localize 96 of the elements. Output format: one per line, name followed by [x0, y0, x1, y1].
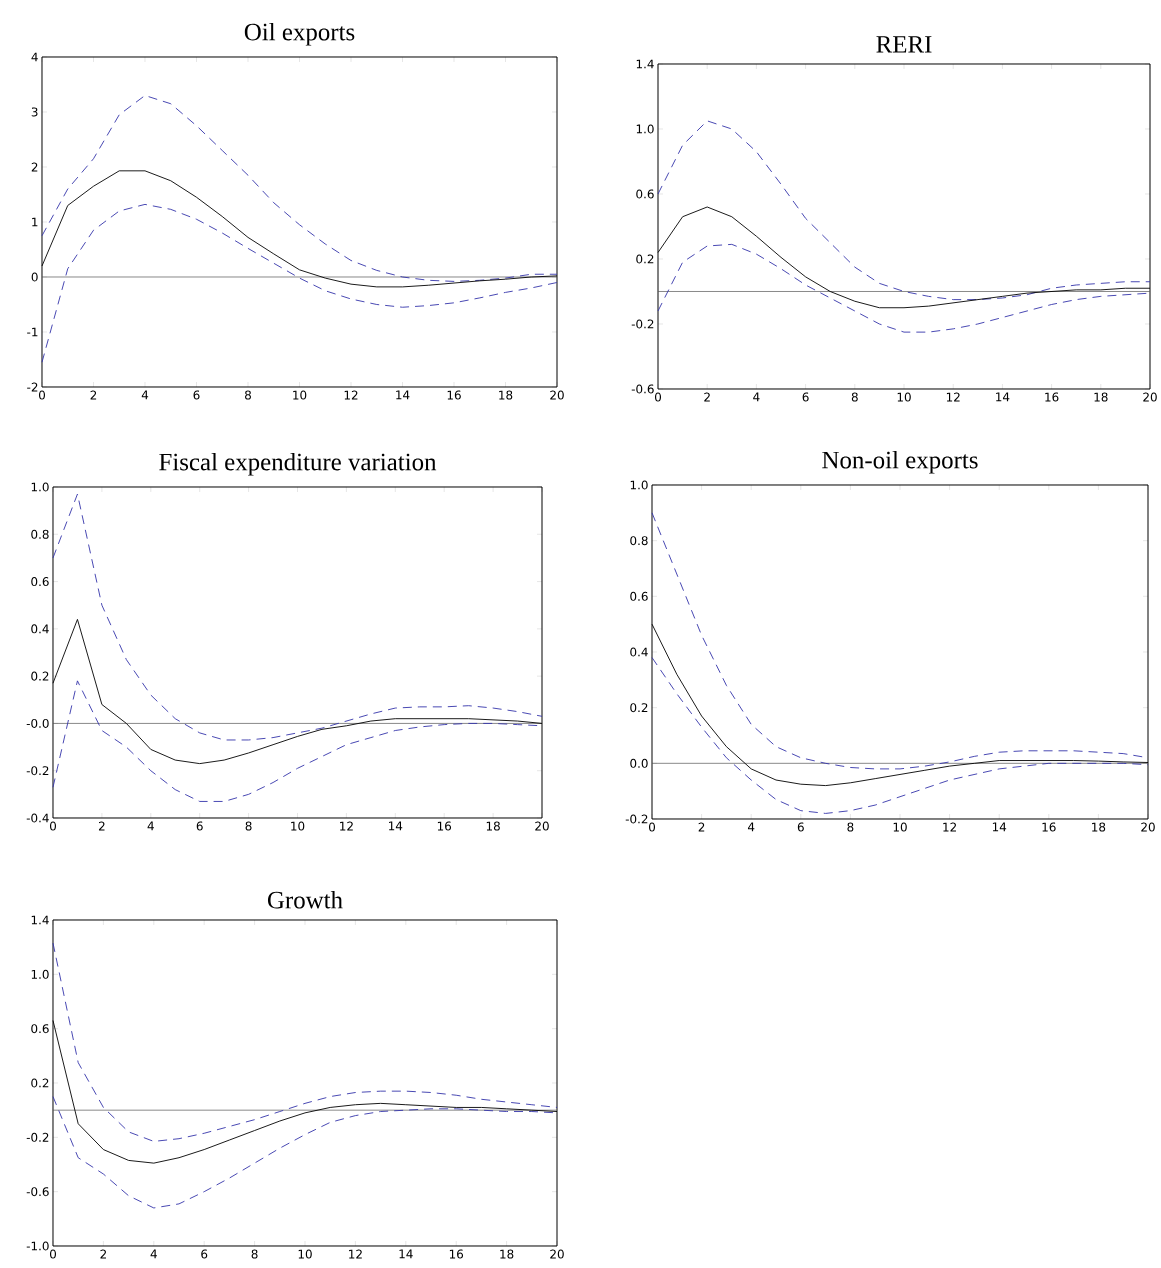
y-tick-label: 0.8	[630, 536, 648, 546]
y-tick-label: -0.2	[625, 814, 648, 824]
chart-title: Oil exports	[244, 22, 355, 46]
x-tick-label: 12	[340, 821, 353, 831]
y-tick-label: 3	[31, 107, 38, 117]
x-tick-label: 4	[150, 1249, 157, 1259]
x-tick-label: 10	[291, 821, 305, 831]
x-tick-label: 14	[996, 392, 1010, 402]
x-tick-label: 0	[655, 392, 662, 402]
chart-title: RERI	[876, 36, 932, 53]
y-tick-label: 0.8	[31, 529, 49, 539]
x-tick-label: 14	[389, 821, 403, 831]
x-tick-label: 14	[399, 1249, 413, 1259]
x-tick-label: 14	[992, 822, 1007, 832]
x-tick-label: 6	[201, 1249, 208, 1259]
y-tick-label: 0.2	[630, 703, 648, 713]
y-tick-label: 0.0	[630, 758, 648, 768]
y-tick-label: -0.2	[26, 1132, 49, 1142]
x-tick-label: 0	[50, 1249, 57, 1259]
x-tick-label: 12	[344, 390, 358, 400]
x-tick-label: 20	[1141, 822, 1155, 832]
y-tick-label: -0.6	[631, 384, 654, 394]
y-tick-label: 1	[32, 217, 38, 227]
y-tick-label: 1.4	[636, 59, 654, 69]
y-tick-label: -1	[27, 327, 38, 337]
x-tick-label: 12	[943, 822, 957, 832]
y-tick-label: 0.2	[31, 671, 49, 681]
y-tick-label: 0.6	[630, 591, 648, 601]
x-tick-label: 4	[147, 821, 154, 831]
x-tick-label: 8	[847, 822, 854, 832]
x-tick-label: 8	[251, 1249, 258, 1259]
y-tick-label: -0.2	[631, 319, 654, 329]
y-tick-label: 0.6	[636, 189, 654, 199]
chart-title: Fiscal expenditure variation	[159, 452, 437, 476]
x-tick-label: 16	[1042, 822, 1056, 832]
y-tick-label: 0.4	[31, 624, 49, 634]
y-tick-label: 0.4	[630, 647, 648, 657]
x-tick-label: 4	[748, 822, 755, 832]
x-tick-label: 12	[349, 1249, 362, 1259]
y-tick-label: -0.4	[26, 813, 49, 823]
x-tick-label: 20	[1143, 392, 1157, 402]
y-tick-label: 0.6	[31, 577, 49, 587]
y-tick-label: -2	[27, 382, 38, 392]
y-tick-label: -0.0	[26, 718, 49, 728]
x-tick-label: 16	[1045, 392, 1059, 402]
line-series	[41, 203, 558, 363]
x-tick-label: 4	[141, 390, 149, 400]
y-tick-label: 2	[31, 162, 38, 172]
y-tick-label: -1.0	[26, 1241, 49, 1251]
x-tick-label: 12	[946, 392, 960, 402]
x-tick-label: 18	[1092, 822, 1106, 832]
x-tick-label: 20	[550, 1249, 564, 1259]
y-tick-label: 0	[31, 272, 38, 282]
x-tick-label: 10	[893, 822, 907, 832]
x-tick-label: 10	[897, 392, 911, 402]
x-tick-label: 8	[851, 392, 858, 402]
y-tick-label: 0.2	[31, 1078, 49, 1088]
y-tick-label: 0.6	[31, 1024, 49, 1034]
x-tick-label: 2	[704, 392, 710, 402]
y-tick-label: -0.6	[26, 1187, 49, 1197]
x-tick-label: 16	[449, 1249, 464, 1259]
y-tick-label: -0.2	[26, 766, 49, 776]
y-tick-label: 1.0	[31, 482, 49, 492]
x-tick-label: 18	[486, 821, 500, 831]
y-tick-label: 1.4	[31, 915, 49, 925]
chart-title: Non-oil exports	[822, 450, 978, 474]
x-tick-label: 4	[753, 392, 760, 402]
x-tick-label: 14	[396, 390, 410, 400]
x-tick-label: 18	[500, 1249, 514, 1259]
x-tick-label: 6	[797, 822, 804, 832]
x-tick-label: 20	[550, 390, 564, 400]
y-tick-label: 0.2	[636, 254, 654, 264]
y-tick-label: 1.0	[31, 969, 49, 979]
x-tick-label: 2	[90, 390, 97, 400]
x-tick-label: 6	[196, 821, 203, 831]
x-tick-label: 16	[437, 821, 452, 831]
x-tick-label: 10	[293, 390, 307, 400]
x-tick-label: 6	[193, 390, 200, 400]
y-tick-label: 1.0	[636, 124, 654, 134]
x-tick-label: 0	[50, 821, 57, 831]
x-tick-label: 2	[100, 1249, 107, 1259]
y-tick-label: 4	[31, 52, 38, 62]
x-tick-label: 2	[99, 821, 105, 831]
x-tick-label: 6	[802, 392, 809, 402]
x-tick-label: 18	[499, 390, 513, 400]
line-series	[41, 95, 558, 282]
x-tick-label: 20	[535, 821, 549, 831]
x-tick-label: 8	[245, 821, 252, 831]
x-tick-label: 16	[447, 390, 461, 400]
y-tick-label: 1.0	[630, 480, 648, 490]
x-tick-label: 2	[698, 822, 705, 832]
line-series	[657, 120, 1151, 301]
x-tick-label: 10	[298, 1249, 312, 1259]
chart-title: Growth	[268, 890, 343, 909]
x-tick-label: 18	[1094, 392, 1108, 402]
x-tick-label: 8	[245, 390, 252, 400]
